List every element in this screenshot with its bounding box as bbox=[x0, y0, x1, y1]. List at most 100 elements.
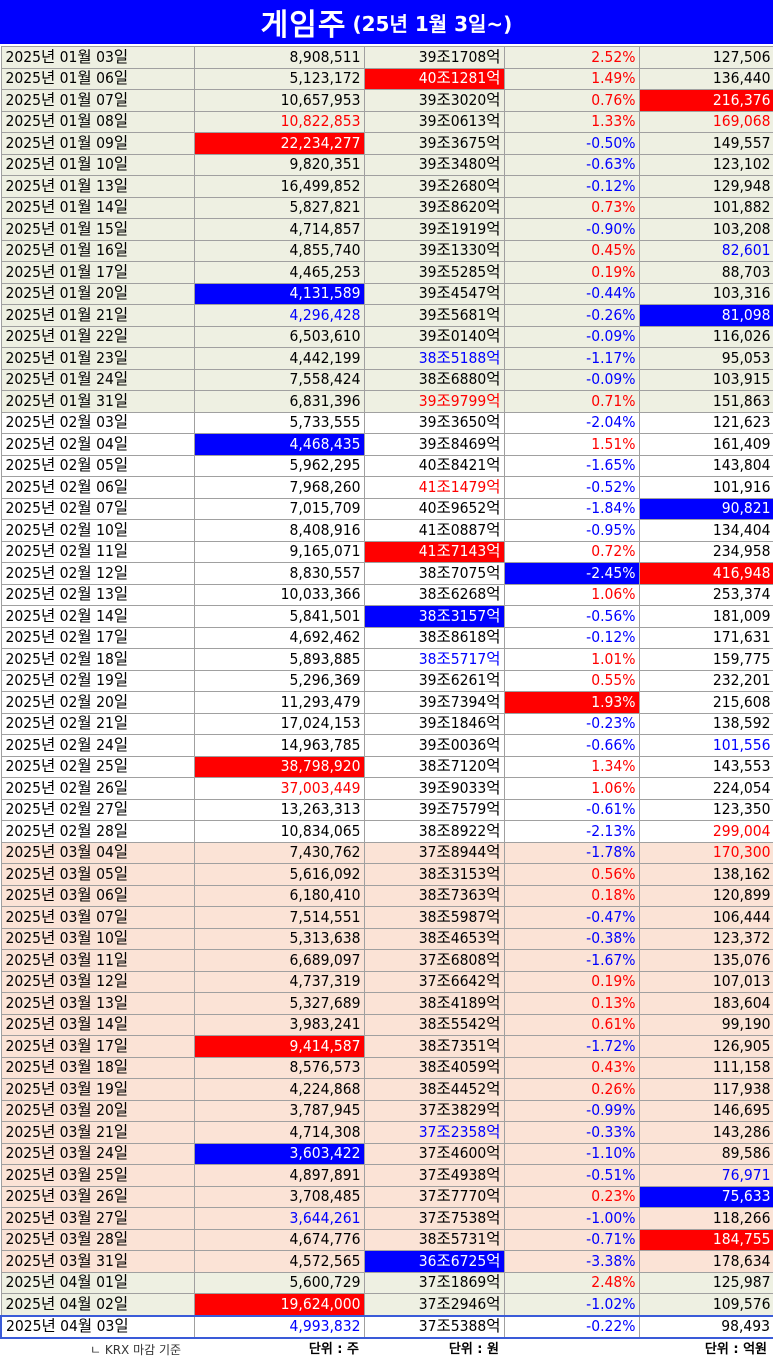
date-cell: 2025년 01월 13일 bbox=[0, 175, 195, 198]
volume-cell: 3,787,945 bbox=[193, 1099, 365, 1122]
market-cap-cell: 37조8944억 bbox=[363, 841, 505, 864]
table-row: 2025년 03월 11일 6,689,097 37조6808억 -1.67% 135,… bbox=[0, 949, 773, 972]
volume-cell: 4,468,435 bbox=[193, 433, 365, 456]
change-cell: -0.44% bbox=[503, 282, 640, 305]
change-cell: 0.61% bbox=[503, 1013, 640, 1036]
market-cap-cell: 39조0613억 bbox=[363, 110, 505, 133]
change-cell: -2.45% bbox=[503, 562, 640, 585]
date-cell: 2025년 01월 23일 bbox=[0, 347, 195, 370]
volume-cell: 5,296,369 bbox=[193, 669, 365, 692]
change-cell: -1.78% bbox=[503, 841, 640, 864]
trade-value-cell: 149,557 bbox=[638, 132, 773, 155]
date-cell: 2025년 01월 15일 bbox=[0, 218, 195, 241]
trade-value-cell: 101,916 bbox=[638, 476, 773, 499]
volume-cell: 4,442,199 bbox=[193, 347, 365, 370]
market-cap-cell: 39조4547억 bbox=[363, 282, 505, 305]
trade-value-cell: 123,350 bbox=[638, 798, 773, 821]
date-cell: 2025년 02월 13일 bbox=[0, 583, 195, 606]
table-row: 2025년 01월 06일 5,123,172 40조1281억 1.49% 136,4… bbox=[0, 67, 773, 90]
volume-cell: 4,296,428 bbox=[193, 304, 365, 327]
table-row: 2025년 02월 04일 4,468,435 39조8469억 1.51% 161,4… bbox=[0, 433, 773, 456]
market-cap-cell: 39조3675억 bbox=[363, 132, 505, 155]
table-row: 2025년 02월 20일 11,293,479 39조7394억 1.93% 215,… bbox=[0, 691, 773, 714]
trade-value-cell: 111,158 bbox=[638, 1056, 773, 1079]
market-cap-cell: 37조1869억 bbox=[363, 1271, 505, 1294]
market-cap-cell: 38조4189억 bbox=[363, 992, 505, 1015]
trade-value-cell: 103,316 bbox=[638, 282, 773, 305]
change-cell: 0.43% bbox=[503, 1056, 640, 1079]
table-row: 2025년 01월 13일 16,499,852 39조2680억 -0.12% 129… bbox=[0, 175, 773, 198]
change-cell: 0.76% bbox=[503, 89, 640, 112]
table-row: 2025년 02월 25일 38,798,920 38조7120억 1.34% 143,… bbox=[0, 755, 773, 778]
date-cell: 2025년 02월 10일 bbox=[0, 519, 195, 542]
footer: ㄴ KRX 마감 기준 단위 : 주 단위 : 원 단위 : 억원 bbox=[0, 1339, 773, 1361]
volume-cell: 4,737,319 bbox=[193, 970, 365, 993]
volume-cell: 5,733,555 bbox=[193, 411, 365, 434]
table-row: 2025년 03월 05일 5,616,092 38조3153억 0.56% 138,1… bbox=[0, 863, 773, 886]
table-row: 2025년 01월 08일 10,822,853 39조0613억 1.33% 169,… bbox=[0, 110, 773, 133]
market-cap-cell: 38조7363억 bbox=[363, 884, 505, 907]
table-row: 2025년 02월 13일 10,033,366 38조6268억 1.06% 253,… bbox=[0, 583, 773, 606]
market-cap-cell: 37조3829억 bbox=[363, 1099, 505, 1122]
date-cell: 2025년 02월 06일 bbox=[0, 476, 195, 499]
trade-value-cell: 234,958 bbox=[638, 540, 773, 563]
date-cell: 2025년 03월 10일 bbox=[0, 927, 195, 950]
table-row: 2025년 03월 24일 3,603,422 37조4600억 -1.10% 89,5… bbox=[0, 1142, 773, 1165]
volume-cell: 7,514,551 bbox=[193, 906, 365, 929]
market-cap-cell: 38조4452억 bbox=[363, 1078, 505, 1101]
table-row: 2025년 04월 01일 5,600,729 37조1869억 2.48% 125,9… bbox=[0, 1271, 773, 1294]
table-row: 2025년 04월 03일 4,993,832 37조5388억 -0.22% 98,4… bbox=[0, 1314, 773, 1339]
market-cap-cell: 38조5987억 bbox=[363, 906, 505, 929]
market-cap-cell: 41조7143억 bbox=[363, 540, 505, 563]
volume-cell: 7,430,762 bbox=[193, 841, 365, 864]
trade-value-cell: 90,821 bbox=[638, 497, 773, 520]
table-row: 2025년 03월 18일 8,576,573 38조4059억 0.43% 111,1… bbox=[0, 1056, 773, 1079]
volume-cell: 5,327,689 bbox=[193, 992, 365, 1015]
table-row: 2025년 01월 14일 5,827,821 39조8620억 0.73% 101,8… bbox=[0, 196, 773, 219]
market-cap-cell: 39조5681억 bbox=[363, 304, 505, 327]
table-row: 2025년 03월 06일 6,180,410 38조7363억 0.18% 120,8… bbox=[0, 884, 773, 907]
change-cell: -0.09% bbox=[503, 368, 640, 391]
trade-value-cell: 103,915 bbox=[638, 368, 773, 391]
volume-cell: 4,692,462 bbox=[193, 626, 365, 649]
trade-value-cell: 151,863 bbox=[638, 390, 773, 413]
trade-value-cell: 125,987 bbox=[638, 1271, 773, 1294]
table-row: 2025년 01월 31일 6,831,396 39조9799억 0.71% 151,8… bbox=[0, 390, 773, 413]
trade-value-cell: 181,009 bbox=[638, 605, 773, 628]
volume-cell: 4,897,891 bbox=[193, 1164, 365, 1187]
market-cap-cell: 37조6808억 bbox=[363, 949, 505, 972]
market-cap-cell: 39조1919억 bbox=[363, 218, 505, 241]
date-cell: 2025년 03월 05일 bbox=[0, 863, 195, 886]
trade-value-cell: 183,604 bbox=[638, 992, 773, 1015]
volume-cell: 9,414,587 bbox=[193, 1035, 365, 1058]
market-cap-cell: 38조5731억 bbox=[363, 1228, 505, 1251]
trade-value-cell: 118,266 bbox=[638, 1207, 773, 1230]
date-cell: 2025년 02월 25일 bbox=[0, 755, 195, 778]
change-cell: 0.13% bbox=[503, 992, 640, 1015]
table-row: 2025년 01월 09일 22,234,277 39조3675억 -0.50% 149… bbox=[0, 132, 773, 155]
market-cap-cell: 38조5542억 bbox=[363, 1013, 505, 1036]
volume-cell: 6,831,396 bbox=[193, 390, 365, 413]
trade-value-cell: 159,775 bbox=[638, 648, 773, 671]
change-cell: -0.38% bbox=[503, 927, 640, 950]
market-cap-cell: 38조7120억 bbox=[363, 755, 505, 778]
table-row: 2025년 02월 14일 5,841,501 38조3157억 -0.56% 181,… bbox=[0, 605, 773, 628]
market-cap-cell: 39조5285억 bbox=[363, 261, 505, 284]
market-cap-cell: 40조9652억 bbox=[363, 497, 505, 520]
date-cell: 2025년 02월 05일 bbox=[0, 454, 195, 477]
volume-cell: 4,572,565 bbox=[193, 1250, 365, 1273]
market-cap-cell: 38조8618억 bbox=[363, 626, 505, 649]
market-cap-cell: 39조0140억 bbox=[363, 325, 505, 348]
market-cap-cell: 38조6268억 bbox=[363, 583, 505, 606]
table-row: 2025년 02월 05일 5,962,295 40조8421억 -1.65% 143,… bbox=[0, 454, 773, 477]
table-row: 2025년 03월 10일 5,313,638 38조4653억 -0.38% 123,… bbox=[0, 927, 773, 950]
change-cell: 0.19% bbox=[503, 261, 640, 284]
volume-cell: 8,576,573 bbox=[193, 1056, 365, 1079]
change-cell: 1.01% bbox=[503, 648, 640, 671]
change-cell: -1.02% bbox=[503, 1293, 640, 1316]
volume-cell: 8,908,511 bbox=[193, 46, 365, 69]
volume-cell: 37,003,449 bbox=[193, 777, 365, 800]
date-cell: 2025년 02월 17일 bbox=[0, 626, 195, 649]
market-cap-cell: 38조6880억 bbox=[363, 368, 505, 391]
trade-value-cell: 138,592 bbox=[638, 712, 773, 735]
